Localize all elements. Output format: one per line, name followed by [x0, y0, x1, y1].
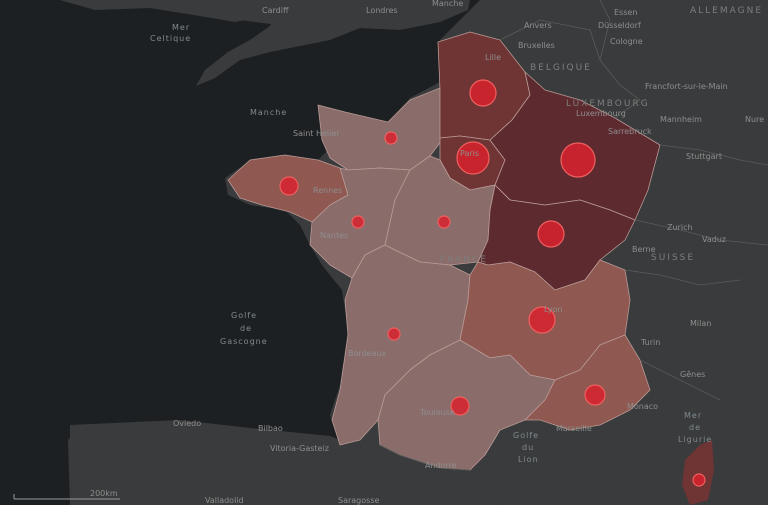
label-mer-ligurie-2: de — [689, 423, 701, 432]
bubble-occitanie[interactable] — [450, 396, 470, 416]
label-belgique: BELGIQUE — [530, 63, 592, 73]
label-allemagne: ALLEMAGNE — [690, 6, 763, 16]
label-essen: Essen — [614, 8, 637, 17]
label-golfe-gascogne-3: Gascogne — [220, 337, 268, 346]
label-turin: Turin — [640, 338, 660, 347]
label-mer-ligurie-3: Ligurie — [678, 435, 712, 444]
label-sarrebruck: Sarrebruck — [608, 127, 652, 136]
label-bilbao: Bilbao — [258, 424, 283, 433]
label-luxembourg: Luxembourg — [576, 109, 626, 118]
label-anvers: Anvers — [524, 21, 552, 30]
bubble-paca[interactable] — [584, 384, 606, 406]
label-vitoria: Vitoria-Gasteiz — [270, 444, 329, 453]
label-toulouse: Toulouse — [419, 408, 455, 417]
bubble-corse[interactable] — [692, 473, 706, 487]
label-paris: Paris — [460, 149, 479, 158]
label-nantes: Nantes — [320, 231, 348, 240]
label-saint-helier: Saint Helier — [293, 129, 340, 138]
label-golfe-lion-1: Golfe — [513, 431, 539, 440]
label-mer-celtique-1: Mer — [172, 23, 190, 32]
bubble-bourgogne[interactable] — [537, 220, 565, 248]
label-marseille: Marseille — [556, 424, 592, 433]
label-valladolid: Valladolid — [205, 496, 244, 505]
scale-label: 200km — [90, 489, 118, 498]
land-wales — [220, 0, 300, 24]
label-andorre: Andorre — [425, 461, 457, 470]
bubble-centre[interactable] — [437, 215, 451, 229]
label-golfe-lion-3: Lion — [518, 455, 539, 464]
borders — [379, 0, 768, 471]
label-dusseldorf: Düsseldorf — [598, 21, 641, 30]
bubbles — [279, 79, 706, 487]
bubble-hauts-de-france[interactable] — [469, 79, 497, 107]
label-mer-ligurie-1: Mer — [684, 411, 702, 420]
label-saragosse: Saragosse — [338, 496, 379, 505]
label-monaco: Monaco — [627, 402, 658, 411]
label-rennes: Rennes — [313, 186, 342, 195]
label-france: FRANCE — [440, 255, 488, 265]
label-suisse: SUISSE — [651, 253, 695, 263]
label-mannheim: Mannheim — [660, 115, 702, 124]
bubble-bretagne[interactable] — [279, 176, 299, 196]
label-luxembourg-c: LUXEMBOURG — [566, 99, 650, 109]
label-bruxelles: Bruxelles — [518, 41, 555, 50]
label-golfe-lion-2: du — [522, 443, 534, 452]
label-nure: Nure — [745, 115, 764, 124]
label-cologne: Cologne — [610, 37, 643, 46]
label-berne: Berne — [632, 245, 656, 254]
bubble-ile-de-france[interactable] — [456, 141, 490, 175]
label-cardiff: Cardiff — [262, 6, 289, 15]
label-bordeaux: Bordeaux — [348, 349, 387, 358]
label-lille: Lille — [485, 53, 501, 62]
label-milan: Milan — [690, 319, 711, 328]
label-golfe-gascogne-1: Golfe — [231, 311, 257, 320]
label-genes: Gênes — [680, 369, 705, 379]
label-mer-celtique-2: Celtique — [150, 34, 191, 43]
land-iberia — [70, 420, 500, 505]
region-paca[interactable] — [524, 334, 651, 431]
label-vaduz: Vaduz — [702, 235, 726, 244]
label-londres: Londres — [366, 6, 398, 15]
label-lyon: Lyon — [544, 305, 562, 314]
label-zurich: Zurich — [667, 223, 693, 232]
scale-bar: 200km — [13, 489, 120, 500]
label-manche: Manche — [250, 108, 287, 117]
bubble-grand-est[interactable] — [560, 142, 596, 178]
label-manche-top: Manche — [432, 0, 463, 8]
bubble-auvergne-rhone-alpes[interactable] — [528, 306, 556, 334]
label-golfe-gascogne-2: de — [240, 324, 252, 333]
label-francfort: Francfort-sur-le-Main — [645, 82, 728, 91]
land-great-britain — [60, 0, 470, 86]
label-stuttgart: Stuttgart — [686, 152, 722, 161]
labels: Cardiff Londres Manche Essen ALLEMAGNE A… — [150, 0, 764, 505]
bubble-pays-de-la-loire[interactable] — [351, 215, 365, 229]
bubble-normandie[interactable] — [384, 131, 398, 145]
land-corsica — [682, 440, 714, 505]
label-oviedo: Oviedo — [173, 419, 201, 428]
bubble-nouvelle-aquitaine[interactable] — [387, 327, 401, 341]
